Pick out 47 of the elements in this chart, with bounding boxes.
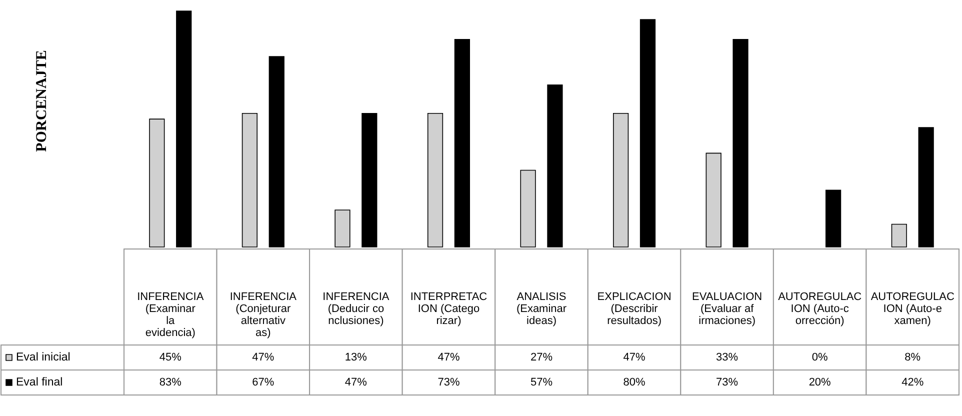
bar bbox=[427, 112, 444, 248]
bar bbox=[334, 210, 350, 248]
bar bbox=[268, 56, 284, 248]
bar bbox=[706, 152, 722, 248]
x-tick-label: INFERENCIA (Deducir conclusiones) bbox=[322, 291, 390, 327]
data-label: 47% bbox=[623, 352, 646, 364]
data-label: 0% bbox=[812, 352, 828, 364]
data-label: 20% bbox=[808, 376, 832, 388]
data-label: 73% bbox=[438, 376, 460, 388]
data-label: 67% bbox=[252, 376, 274, 388]
bar bbox=[825, 190, 842, 248]
bar bbox=[242, 112, 258, 248]
data-label: 47% bbox=[438, 352, 460, 364]
bar bbox=[520, 170, 536, 248]
x-tick-label: INTERPRETACION (Categorizar) bbox=[410, 291, 488, 327]
y-axis-title: PORCENAJTE bbox=[34, 50, 50, 152]
data-label: 57% bbox=[530, 376, 553, 388]
legend-label: Eval final bbox=[16, 376, 63, 388]
bar bbox=[454, 39, 470, 248]
bar bbox=[362, 112, 378, 248]
bar bbox=[640, 19, 656, 248]
x-tick-label: EVALUACION (Evaluar afirmaciones) bbox=[692, 291, 762, 327]
bar bbox=[176, 10, 192, 248]
x-tick-label: ANALISIS (Examinar ideas) bbox=[516, 291, 567, 327]
data-label: 80% bbox=[623, 376, 646, 388]
data-label: 13% bbox=[344, 352, 368, 364]
data-label: 45% bbox=[159, 352, 182, 364]
data-label: 83% bbox=[159, 376, 182, 388]
x-tick-label: AUTOREGULACION (Auto-examen) bbox=[870, 291, 954, 327]
x-tick-label: AUTOREGULACION (Auto-corrección) bbox=[778, 291, 862, 327]
bar bbox=[732, 39, 748, 248]
x-tick-label: EXPLICACION (Describir resultados) bbox=[597, 291, 672, 327]
data-label: 47% bbox=[344, 376, 368, 388]
bar bbox=[613, 112, 629, 248]
x-tick-label: INFERENCIA (Conjeturar alternativas) bbox=[230, 291, 298, 339]
x-tick-label: INFERENCIA (Examinar la evidencia) bbox=[137, 291, 204, 339]
data-label: 33% bbox=[716, 352, 738, 364]
bar bbox=[918, 127, 934, 248]
data-label: 73% bbox=[716, 376, 738, 388]
bar bbox=[891, 224, 907, 248]
data-label: 42% bbox=[902, 376, 924, 388]
bar bbox=[149, 118, 165, 248]
data-label: 8% bbox=[904, 352, 921, 364]
legend-label: Eval inicial bbox=[16, 352, 70, 364]
data-label: 47% bbox=[252, 352, 274, 364]
data-label: 27% bbox=[530, 352, 553, 364]
bar bbox=[547, 84, 563, 248]
